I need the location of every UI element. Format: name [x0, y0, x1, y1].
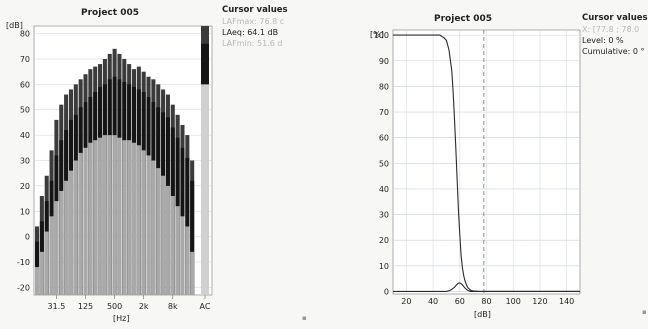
- spectrum-bar-lafmin-50: [64, 180, 69, 295]
- spectrum-bar-lafmin-800: [122, 140, 127, 295]
- cursor-x-range: X: [77.8 ; 78.0: [582, 25, 640, 34]
- spectrum-xtick-label: 125: [78, 302, 93, 311]
- spectrum-ytick-label: 20: [20, 182, 30, 191]
- spectrum-bar-lafmin-80: [73, 160, 78, 295]
- distribution-ytick-label: 40: [379, 185, 389, 194]
- distribution-ytick-label: 20: [379, 236, 389, 245]
- spectrum-ytick-label: 50: [20, 106, 30, 115]
- spectrum-xtick-label: 8k: [168, 302, 178, 311]
- distribution-cursor-values: Cursor values X: [77.8 ; 78.0 Level: 0 %…: [582, 13, 648, 57]
- cursor-values-title-right: Cursor values: [582, 13, 648, 23]
- spectrum-bar-lafmin-1.6k: [136, 145, 141, 295]
- distribution-ytick-label: 60: [379, 134, 389, 143]
- spectrum-bar-lafmin-125: [83, 147, 88, 295]
- distribution-panel: Project 005 [%] 0 10 20 30 40 50 60 70 80 90 100 20…: [330, 0, 648, 329]
- distribution-ytick-label: 80: [379, 82, 389, 91]
- spectrum-bar-lafmin-16k: [185, 226, 190, 295]
- spectrum-bar-lafmin-63: [68, 170, 73, 295]
- spectrum-bar-lafmin-6.3k: [165, 185, 170, 295]
- distribution-ytick-label: 50: [379, 159, 389, 168]
- distribution-y-unit: [%]: [370, 30, 384, 39]
- cursor-laeq: LAeq: 64.1 dB: [222, 28, 279, 37]
- spectrum-xtick-label: 500: [107, 302, 122, 311]
- cursor-values-title: Cursor values: [222, 5, 288, 15]
- spectrum-bar-lafmin-12.5: [35, 267, 40, 295]
- distribution-xtick-label: 100: [506, 297, 521, 306]
- distribution-xtick-label: 20: [401, 297, 411, 306]
- cursor-level: Level: 0 %: [582, 36, 624, 45]
- spectrum-bar-lafmin-200: [93, 140, 98, 295]
- distribution-chart-title: Project 005: [434, 14, 492, 24]
- spectrum-bar-lafmin-10k: [175, 206, 180, 295]
- cursor-lafmin: LAFmin: 51.6 d: [222, 39, 283, 48]
- spectrum-ytick-label: -20: [17, 283, 30, 292]
- distribution-series-cumulative: [393, 34, 580, 292]
- spectrum-bar-lafmin-20k: [190, 251, 195, 295]
- distribution-xtick-label: 120: [532, 297, 547, 306]
- distribution-line-chart[interactable]: 0 10 20 30 40 50 60 70 80 90 100 20 40 60 80 100 120 140: [330, 0, 648, 329]
- spectrum-bar-laeq-20k: [190, 180, 195, 295]
- right-resize-grip-icon[interactable]: ▪: [642, 308, 647, 316]
- spectrum-ytick-label: -10: [17, 258, 30, 267]
- spectrum-bar-lafmin-40: [59, 190, 64, 295]
- spectrum-bar-lafmin-4k: [156, 168, 161, 295]
- spectrum-bar-chart[interactable]: 80 70 60 50 40 30 20 10 0 -10 -20 31.5 125 500 2k 8k AC: [0, 0, 330, 329]
- spectrum-ytick-label: 30: [20, 157, 30, 166]
- spectrum-bar-lafmin-400: [107, 135, 112, 295]
- spectrum-bar-lafmin-500: [112, 135, 117, 295]
- spectrum-xtick-label: AC: [200, 302, 211, 311]
- distribution-ytick-label: 70: [379, 108, 389, 117]
- spectrum-x-unit: [Hz]: [113, 314, 130, 323]
- distribution-xtick-label: 140: [559, 297, 574, 306]
- spectrum-cursor-values: Cursor values LAFmax: 76.8 c LAeq: 64.1 …: [222, 5, 322, 49]
- spectrum-bar-lafmin-2.5k: [146, 155, 151, 295]
- spectrum-ytick-label: 70: [20, 55, 30, 64]
- spectrum-ytick-label: 0: [25, 233, 30, 242]
- spectrum-bar-lafmin-315: [102, 135, 107, 295]
- distribution-ytick-label: 100: [374, 31, 389, 40]
- spectrum-ytick-label: 80: [20, 30, 30, 39]
- spectrum-bar-lafmin-AC: [201, 84, 209, 296]
- spectrum-chart-title: Project 005: [81, 8, 139, 18]
- cursor-lafmax: LAFmax: 76.8 c: [222, 17, 285, 26]
- spectrum-y-unit: [dB]: [6, 21, 23, 30]
- distribution-ytick-label: 10: [379, 262, 389, 271]
- spectrum-panel: Project 005 [dB] 80 70 60 50 40 30 20 10 0 -10 -20…: [0, 0, 330, 329]
- spectrum-bar-lafmin-31.5: [54, 201, 59, 295]
- spectrum-bar-lafmin-3.15k: [151, 160, 156, 295]
- distribution-ytick-label: 30: [379, 211, 389, 220]
- spectrum-xtick-label: 31.5: [48, 302, 66, 311]
- spectrum-ytick-label: 10: [20, 207, 30, 216]
- left-resize-grip-icon[interactable]: ▪: [302, 314, 307, 322]
- spectrum-bar-lafmin-1k: [127, 140, 132, 295]
- distribution-ytick-label: 90: [379, 57, 389, 66]
- distribution-xtick-label: 80: [481, 297, 491, 306]
- spectrum-xtick-label: 2k: [139, 302, 149, 311]
- cursor-cumulative: Cumulative: 0 °: [582, 47, 645, 56]
- spectrum-bar-lafmin-20: [44, 231, 49, 295]
- distribution-xtick-label: 60: [455, 297, 465, 306]
- spectrum-bar-lafmin-2k: [141, 150, 146, 295]
- spectrum-ytick-label: 40: [20, 131, 30, 140]
- distribution-ytick-label: 0: [384, 287, 389, 296]
- spectrum-bar-lafmin-12.5k: [180, 216, 185, 295]
- spectrum-bar-lafmin-8k: [170, 196, 175, 295]
- spectrum-bar-lafmin-16: [39, 251, 44, 295]
- distribution-series-level: [393, 282, 580, 292]
- spectrum-bar-lafmin-160: [88, 142, 93, 295]
- distribution-x-unit: [dB]: [474, 310, 491, 319]
- distribution-xtick-label: 40: [428, 297, 438, 306]
- spectrum-bar-lafmin-250: [98, 137, 103, 295]
- spectrum-bar-lafmin-5k: [161, 175, 166, 295]
- spectrum-bar-lafmin-25: [49, 216, 54, 295]
- spectrum-bar-lafmin-1.25k: [131, 142, 137, 295]
- spectrum-ytick-label: 60: [20, 80, 30, 89]
- spectrum-bar-lafmin-630: [117, 137, 122, 295]
- spectrum-bar-lafmin-100: [78, 152, 83, 295]
